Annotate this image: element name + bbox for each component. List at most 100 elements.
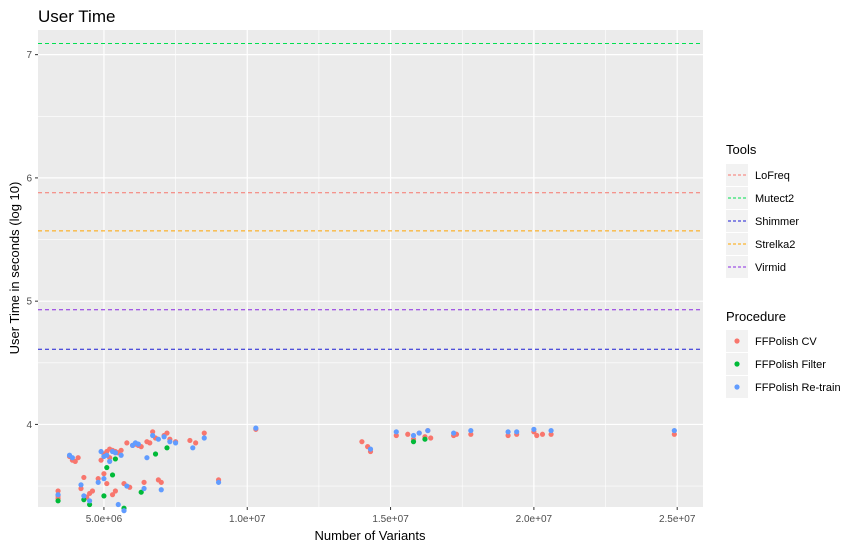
point-ffpolish-re-train <box>95 479 101 485</box>
point-ffpolish-filter <box>86 501 93 508</box>
point-ffpolish-cv <box>89 488 96 494</box>
point-ffpolish-filter <box>422 436 428 442</box>
point-ffpolish-re-train <box>107 458 113 464</box>
point-ffpolish-re-train <box>201 435 207 441</box>
point-ffpolish-filter <box>410 439 417 445</box>
x-tick-label: 1.5e+07 <box>372 514 409 525</box>
point-ffpolish-cv <box>75 455 81 461</box>
point-ffpolish-re-train <box>155 436 161 442</box>
point-ffpolish-cv <box>405 431 411 437</box>
point-ffpolish-re-train <box>121 508 127 514</box>
point-ffpolish-cv <box>72 458 78 464</box>
point-ffpolish-re-train <box>671 427 677 434</box>
point-ffpolish-re-train <box>55 492 61 498</box>
point-ffpolish-re-train <box>69 455 75 461</box>
point-ffpolish-re-train <box>78 482 84 488</box>
point-ffpolish-filter <box>164 445 170 451</box>
point-ffpolish-re-train <box>531 426 537 432</box>
point-ffpolish-cv <box>98 457 104 463</box>
point-ffpolish-re-train <box>215 479 222 485</box>
point-ffpolish-re-train <box>124 483 130 489</box>
point-ffpolish-cv <box>359 439 365 445</box>
point-ffpolish-cv <box>95 476 101 482</box>
point-ffpolish-cv <box>468 431 474 437</box>
point-ffpolish-re-train <box>161 434 167 440</box>
point-ffpolish-cv <box>78 485 84 492</box>
point-ffpolish-re-train <box>468 427 474 434</box>
legend-key-bg <box>726 187 748 209</box>
data-points <box>55 425 677 514</box>
point-ffpolish-cv <box>55 488 61 494</box>
legend-label: Virmid <box>755 262 786 274</box>
y-axis-title: User Time in seconds (log 10) <box>7 182 22 355</box>
point-ffpolish-filter <box>138 489 144 495</box>
y-tick-label: 6 <box>26 173 32 184</box>
point-ffpolish-cv <box>539 431 546 437</box>
point-ffpolish-filter <box>152 451 159 457</box>
point-ffpolish-cv <box>201 430 207 436</box>
point-ffpolish-cv <box>81 474 87 481</box>
point-ffpolish-re-train <box>115 501 121 508</box>
legend-label: Strelka2 <box>755 239 795 251</box>
x-tick-label: 1.0e+07 <box>229 514 266 525</box>
tool-reference-lines <box>38 43 703 350</box>
point-ffpolish-filter <box>101 493 107 499</box>
legend-label: Mutect2 <box>755 193 794 205</box>
point-ffpolish-cv <box>193 440 199 446</box>
point-ffpolish-re-train <box>253 425 259 431</box>
point-ffpolish-re-train <box>425 427 431 434</box>
legend-label: LoFreq <box>755 170 790 182</box>
point-ffpolish-re-train <box>393 429 399 435</box>
x-axis: 5.0e+06 1.0e+07 1.5e+07 2.0e+07 2.5e+07 <box>86 507 696 525</box>
point-ffpolish-filter <box>55 498 61 504</box>
point-ffpolish-cv <box>505 432 511 439</box>
point-ffpolish-re-train <box>451 430 457 436</box>
x-tick-label: 2.5e+07 <box>659 514 696 525</box>
legend-label: FFPolish Re-train <box>755 382 841 394</box>
point-ffpolish-re-train <box>167 439 173 445</box>
point-ffpolish-cv <box>150 429 156 435</box>
legend-key-bg <box>726 233 748 255</box>
y-tick-label: 5 <box>26 297 32 308</box>
chart-title: User Time <box>38 7 115 26</box>
point-ffpolish-cv <box>158 479 164 485</box>
point-ffpolish-re-train <box>81 493 87 499</box>
x-axis-title: Number of Variants <box>314 528 426 543</box>
point-ffpolish-re-train <box>172 440 179 446</box>
y-tick-label: 7 <box>26 50 32 61</box>
point-ffpolish-re-train <box>548 427 554 434</box>
tools-legend-title: Tools <box>726 142 757 157</box>
point-ffpolish-re-train <box>104 452 110 458</box>
procedure-legend-title: Procedure <box>726 309 786 324</box>
point-ffpolish-cv <box>104 480 110 487</box>
y-tick-label: 4 <box>26 420 32 431</box>
point-ffpolish-re-train <box>112 450 118 456</box>
y-axis: 4 5 6 7 <box>26 50 38 431</box>
legend-key-dot <box>734 361 740 367</box>
point-ffpolish-re-train <box>190 445 196 451</box>
tools-legend: Tools LoFreq Mutect2 Shimmer Strelka2 Virmid <box>726 142 799 278</box>
point-ffpolish-cv <box>164 430 170 436</box>
point-ffpolish-re-train <box>410 432 417 439</box>
point-ffpolish-cv <box>124 440 130 446</box>
legend-key-bg <box>726 210 748 232</box>
point-ffpolish-filter <box>112 456 118 462</box>
point-ffpolish-cv <box>671 431 677 437</box>
point-ffpolish-re-train <box>141 485 147 492</box>
point-ffpolish-cv <box>147 440 153 446</box>
point-ffpolish-filter <box>104 464 110 471</box>
legend-label: FFPolish CV <box>755 336 817 348</box>
point-ffpolish-re-train <box>367 446 374 452</box>
legend-key-bg <box>726 164 748 186</box>
x-tick-label: 2.0e+07 <box>516 514 553 525</box>
point-ffpolish-re-train <box>98 448 104 455</box>
point-ffpolish-re-train <box>118 452 124 458</box>
point-ffpolish-re-train <box>135 441 141 447</box>
procedure-legend: Procedure FFPolish CV FFPolish Filter FFPol… <box>726 309 841 398</box>
point-ffpolish-re-train <box>144 455 150 461</box>
plot-panel <box>38 30 703 507</box>
major-grid <box>38 30 703 507</box>
point-ffpolish-cv <box>393 432 399 439</box>
point-ffpolish-cv <box>101 471 107 477</box>
x-tick-label: 5.0e+06 <box>86 514 123 525</box>
